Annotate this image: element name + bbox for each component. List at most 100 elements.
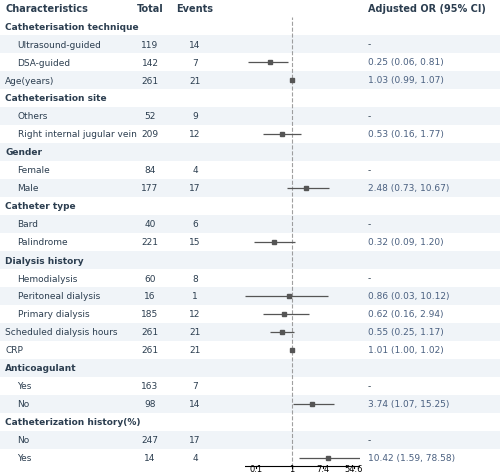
FancyBboxPatch shape xyxy=(0,431,500,449)
Text: 0.1: 0.1 xyxy=(249,464,262,473)
Text: 16: 16 xyxy=(144,292,156,301)
Text: Palindrome: Palindrome xyxy=(18,238,68,247)
Text: 4: 4 xyxy=(192,166,198,175)
Text: Catheterisation technique: Catheterisation technique xyxy=(5,22,138,31)
FancyBboxPatch shape xyxy=(0,413,500,431)
Text: 7.4: 7.4 xyxy=(316,464,330,473)
Text: 98: 98 xyxy=(144,400,156,408)
Text: Primary dialysis: Primary dialysis xyxy=(18,310,89,319)
Text: 142: 142 xyxy=(142,59,158,68)
FancyBboxPatch shape xyxy=(0,395,500,413)
Text: Hemodialysis: Hemodialysis xyxy=(18,274,78,283)
Text: 21: 21 xyxy=(190,328,200,337)
Text: 4: 4 xyxy=(192,454,198,463)
FancyBboxPatch shape xyxy=(0,162,500,179)
Text: 12: 12 xyxy=(190,130,200,139)
FancyBboxPatch shape xyxy=(0,108,500,126)
Text: 1: 1 xyxy=(192,292,198,301)
Text: Male: Male xyxy=(18,184,39,193)
Text: 21: 21 xyxy=(190,76,200,85)
Text: Others: Others xyxy=(18,112,48,121)
Text: 6: 6 xyxy=(192,220,198,229)
Text: 1.03 (0.99, 1.07): 1.03 (0.99, 1.07) xyxy=(368,76,444,85)
Text: Bard: Bard xyxy=(18,220,38,229)
Text: 119: 119 xyxy=(142,40,158,50)
Text: 40: 40 xyxy=(144,220,156,229)
Text: Dialysis history: Dialysis history xyxy=(5,256,84,265)
Text: Anticoagulant: Anticoagulant xyxy=(5,364,76,373)
Text: -: - xyxy=(368,274,371,283)
Text: 52: 52 xyxy=(144,112,156,121)
Text: 0.32 (0.09, 1.20): 0.32 (0.09, 1.20) xyxy=(368,238,443,247)
Text: 17: 17 xyxy=(189,184,201,193)
FancyBboxPatch shape xyxy=(0,306,500,323)
Text: Catheter type: Catheter type xyxy=(5,202,76,211)
Text: 3.74 (1.07, 15.25): 3.74 (1.07, 15.25) xyxy=(368,400,449,408)
Text: 261: 261 xyxy=(142,346,158,355)
Text: 12: 12 xyxy=(190,310,200,319)
FancyBboxPatch shape xyxy=(0,288,500,306)
FancyBboxPatch shape xyxy=(0,341,500,359)
FancyBboxPatch shape xyxy=(0,126,500,144)
Text: 2.48 (0.73, 10.67): 2.48 (0.73, 10.67) xyxy=(368,184,449,193)
Text: Age(years): Age(years) xyxy=(5,76,54,85)
Text: Yes: Yes xyxy=(18,382,32,391)
FancyBboxPatch shape xyxy=(0,54,500,72)
Text: Ultrasound-guided: Ultrasound-guided xyxy=(18,40,102,50)
Text: -: - xyxy=(368,220,371,229)
Text: -: - xyxy=(368,382,371,391)
Text: Peritoneal dialysis: Peritoneal dialysis xyxy=(18,292,100,301)
Text: 1: 1 xyxy=(289,464,294,473)
FancyBboxPatch shape xyxy=(0,144,500,162)
FancyBboxPatch shape xyxy=(0,323,500,341)
FancyBboxPatch shape xyxy=(0,251,500,269)
Text: CRP: CRP xyxy=(5,346,23,355)
Text: Yes: Yes xyxy=(18,454,32,463)
Text: Adjusted OR (95% CI): Adjusted OR (95% CI) xyxy=(368,4,486,14)
FancyBboxPatch shape xyxy=(0,90,500,108)
Text: 84: 84 xyxy=(144,166,156,175)
Text: 7: 7 xyxy=(192,382,198,391)
Text: 21: 21 xyxy=(190,346,200,355)
Text: 15: 15 xyxy=(189,238,201,247)
Text: Female: Female xyxy=(18,166,50,175)
FancyBboxPatch shape xyxy=(0,179,500,198)
Text: Scheduled dialysis hours: Scheduled dialysis hours xyxy=(5,328,117,337)
Text: 163: 163 xyxy=(142,382,158,391)
Text: Catheterization history(%): Catheterization history(%) xyxy=(5,417,140,426)
Text: Characteristics: Characteristics xyxy=(5,4,88,14)
Text: 221: 221 xyxy=(142,238,158,247)
Text: 0.53 (0.16, 1.77): 0.53 (0.16, 1.77) xyxy=(368,130,444,139)
Text: 0.86 (0.03, 10.12): 0.86 (0.03, 10.12) xyxy=(368,292,449,301)
Text: 60: 60 xyxy=(144,274,156,283)
Text: DSA-guided: DSA-guided xyxy=(18,59,70,68)
Text: No: No xyxy=(18,436,30,445)
FancyBboxPatch shape xyxy=(0,72,500,90)
Text: Events: Events xyxy=(176,4,214,14)
Text: 0.55 (0.25, 1.17): 0.55 (0.25, 1.17) xyxy=(368,328,444,337)
Text: 9: 9 xyxy=(192,112,198,121)
FancyBboxPatch shape xyxy=(0,198,500,216)
Text: Gender: Gender xyxy=(5,148,42,157)
FancyBboxPatch shape xyxy=(0,269,500,288)
FancyBboxPatch shape xyxy=(0,377,500,395)
Text: Right internal jugular vein: Right internal jugular vein xyxy=(18,130,136,139)
Text: 261: 261 xyxy=(142,328,158,337)
Text: 185: 185 xyxy=(142,310,158,319)
Text: 8: 8 xyxy=(192,274,198,283)
Text: 247: 247 xyxy=(142,436,158,445)
Text: 1.01 (1.00, 1.02): 1.01 (1.00, 1.02) xyxy=(368,346,444,355)
FancyBboxPatch shape xyxy=(0,36,500,54)
Text: -: - xyxy=(368,436,371,445)
FancyBboxPatch shape xyxy=(0,359,500,377)
Text: Total: Total xyxy=(136,4,164,14)
Text: 14: 14 xyxy=(190,40,200,50)
Text: No: No xyxy=(18,400,30,408)
Text: 177: 177 xyxy=(142,184,158,193)
Text: 14: 14 xyxy=(190,400,200,408)
FancyBboxPatch shape xyxy=(0,216,500,234)
Text: -: - xyxy=(368,112,371,121)
Text: 209: 209 xyxy=(142,130,158,139)
Text: -: - xyxy=(368,166,371,175)
Text: Catheterisation site: Catheterisation site xyxy=(5,94,106,103)
